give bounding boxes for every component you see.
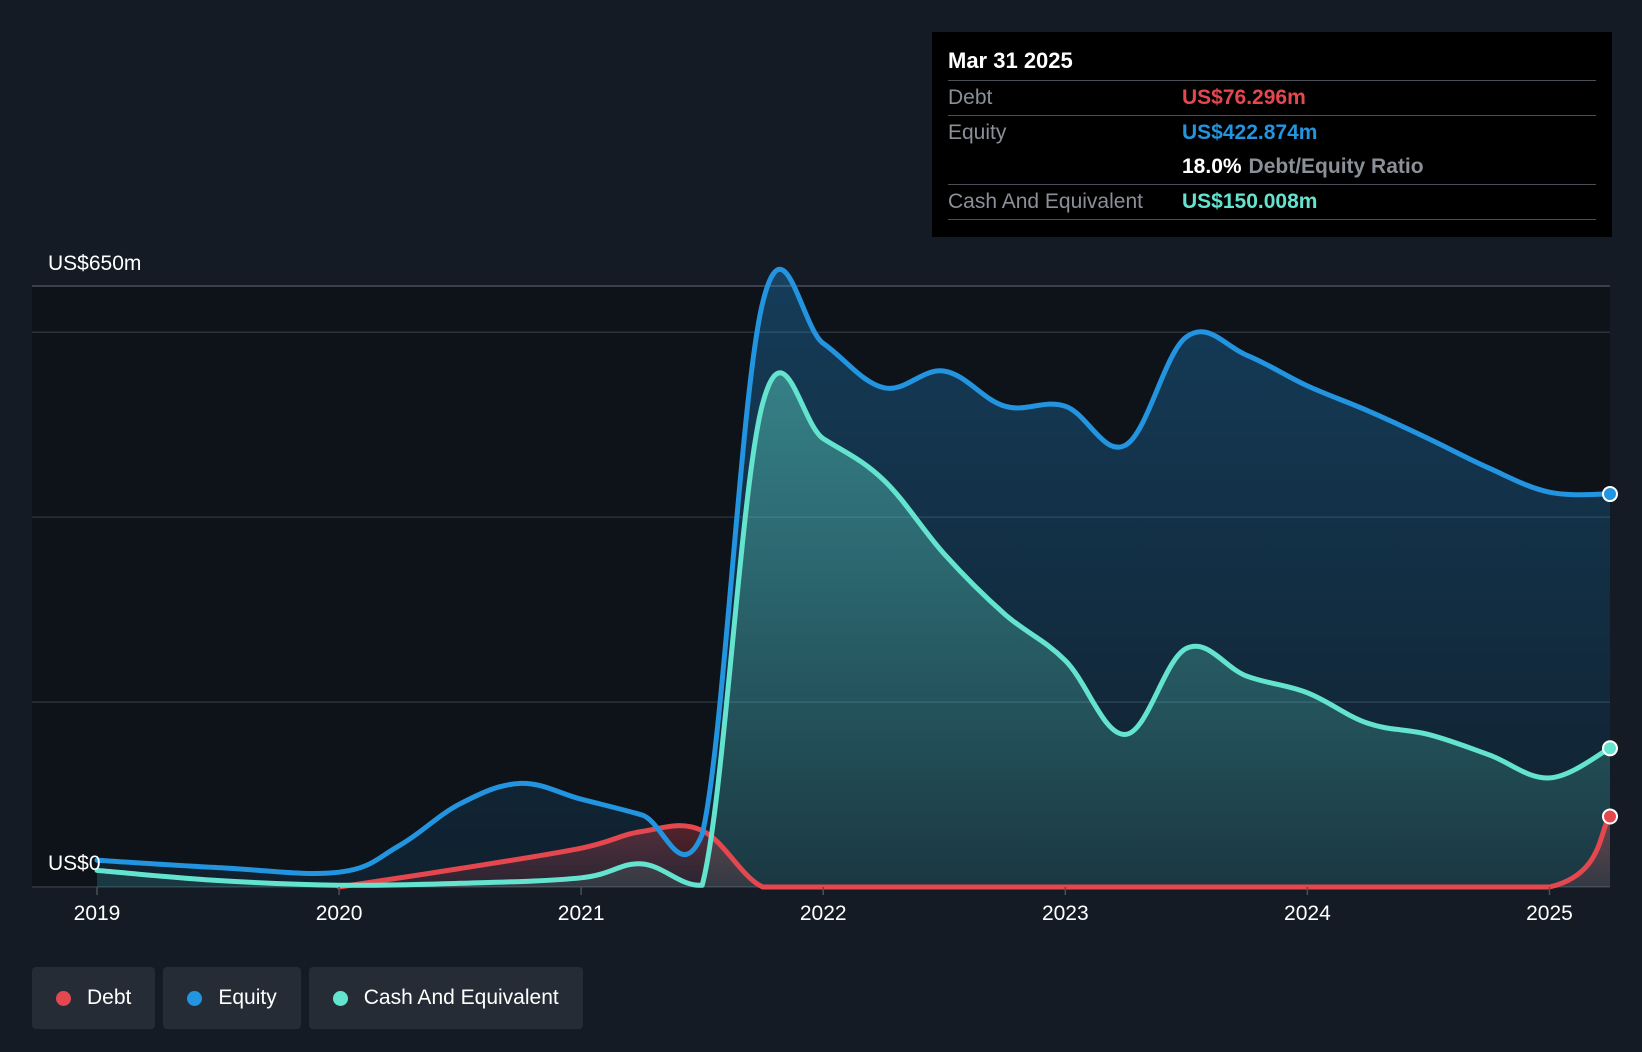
x-tick-label: 2022 xyxy=(800,902,847,925)
tooltip-date: Mar 31 2025 xyxy=(948,48,1073,73)
tooltip-panel: Mar 31 2025 Debt US$76.296m Equity US$42… xyxy=(932,32,1612,237)
tooltip-equity-value: US$422.874m xyxy=(1182,121,1318,144)
legend-label-equity: Equity xyxy=(218,986,277,1009)
cash-line[interactable] xyxy=(94,370,1613,888)
cash-area xyxy=(97,372,1610,888)
x-tick-label: 2021 xyxy=(558,902,605,925)
y-axis-bottom-label: US$0 xyxy=(48,852,101,875)
tooltip-equity-row: Equity US$422.874m xyxy=(948,115,1596,150)
tooltip-ratio-label: Debt/Equity Ratio xyxy=(1248,155,1424,178)
x-tick-label: 2019 xyxy=(74,902,121,925)
debt-endpoint-marker[interactable] xyxy=(1602,808,1618,825)
tooltip-cash-row: Cash And Equivalent US$150.008m xyxy=(948,184,1596,220)
tooltip-cash-value: US$150.008m xyxy=(1182,190,1318,213)
legend-item-debt[interactable]: Debt xyxy=(32,967,156,1029)
equity-endpoint-marker[interactable] xyxy=(1602,486,1618,503)
tooltip-cash-label: Cash And Equivalent xyxy=(948,190,1143,213)
cash-legend-dot-icon xyxy=(332,990,348,1006)
equity-legend-dot-icon xyxy=(187,990,203,1006)
x-tick-label: 2024 xyxy=(1284,902,1331,925)
chart-legend: Debt Equity Cash And Equivalent xyxy=(32,967,583,1029)
tooltip-debt-label: Debt xyxy=(948,86,993,109)
debt-line[interactable] xyxy=(336,814,1613,890)
legend-item-equity[interactable]: Equity xyxy=(163,967,301,1029)
x-tick-label: 2023 xyxy=(1042,902,1089,925)
legend-item-cash[interactable]: Cash And Equivalent xyxy=(308,967,583,1029)
legend-label-debt: Debt xyxy=(87,986,132,1009)
tooltip-ratio-row: 18.0% Debt/Equity Ratio xyxy=(948,150,1596,184)
tooltip-debt-row: Debt US$76.296m xyxy=(948,80,1596,115)
legend-label-cash: Cash And Equivalent xyxy=(363,986,559,1009)
tooltip-ratio-value: 18.0% xyxy=(1182,155,1242,178)
x-axis-ticks: 2019 2020 2021 2022 2023 2024 2025 xyxy=(74,887,1573,925)
tooltip-equity-label: Equity xyxy=(948,121,1007,144)
equity-line[interactable] xyxy=(94,267,1613,876)
x-tick-label: 2025 xyxy=(1526,902,1573,925)
debt-legend-dot-icon xyxy=(56,990,71,1006)
x-tick-label: 2020 xyxy=(316,902,363,925)
y-axis-top-label: US$650m xyxy=(48,252,141,275)
tooltip-debt-value: US$76.296m xyxy=(1182,86,1306,109)
cash-endpoint-marker[interactable] xyxy=(1602,740,1618,757)
